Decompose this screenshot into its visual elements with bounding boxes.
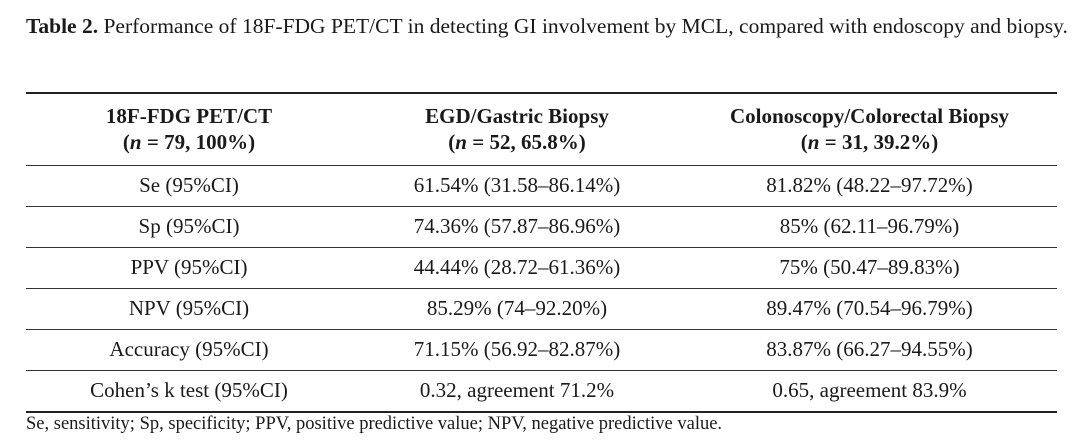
table-row-se: Se (95%CI) 61.54% (31.58–86.14%) 81.82% … [26,165,1057,207]
header-subtitle: (n = 52, 65.8%) [448,130,586,155]
table-cell: 75% (50.47–89.83%) [682,247,1057,289]
header-subtitle: (n = 31, 39.2%) [800,130,939,155]
header-title: 18F-FDG PET/CT [105,104,273,129]
table-row-accuracy: Accuracy (95%CI) 71.15% (56.92–82.87%) 8… [26,329,1057,371]
table-body: Se (95%CI) 61.54% (31.58–86.14%) 81.82% … [26,165,1057,413]
table-cell: 89.47% (70.54–96.79%) [682,288,1057,330]
table-cell: Accuracy (95%CI) [26,329,352,371]
table-caption-label: Table 2. [26,14,99,38]
table-cell: PPV (95%CI) [26,247,352,289]
table-row-npv: NPV (95%CI) 85.29% (74–92.20%) 89.47% (7… [26,288,1057,330]
table-header: 18F-FDG PET/CT (n = 79, 100%) EGD/Gastri… [26,93,1057,166]
table-cell: 71.15% (56.92–82.87%) [352,329,682,371]
table-cell: 0.32, agreement 71.2% [352,370,682,413]
table-cell: Sp (95%CI) [26,206,352,248]
table-caption: Table 2. Performance of 18F-FDG PET/CT i… [26,10,1071,43]
header-title: EGD/Gastric Biopsy [425,104,609,129]
table-caption-text: Performance of 18F-FDG PET/CT in detecti… [98,14,1068,38]
table-cell: 74.36% (57.87–86.96%) [352,206,682,248]
table-footnote: Se, sensitivity; Sp, specificity; PPV, p… [26,414,723,434]
table-cell: Cohen’s k test (95%CI) [26,370,352,413]
performance-table: 18F-FDG PET/CT (n = 79, 100%) EGD/Gastri… [26,92,1057,413]
table-cell: 85.29% (74–92.20%) [352,288,682,330]
header-title: Colonoscopy/Colorectal Biopsy [729,104,1010,129]
table-row-sp: Sp (95%CI) 74.36% (57.87–86.96%) 85% (62… [26,206,1057,248]
table-cell: 81.82% (48.22–97.72%) [682,165,1057,207]
table-row-cohens-k: Cohen’s k test (95%CI) 0.32, agreement 7… [26,370,1057,413]
table-row-ppv: PPV (95%CI) 44.44% (28.72–61.36%) 75% (5… [26,247,1057,289]
header-egd-gastric-biopsy: EGD/Gastric Biopsy (n = 52, 65.8%) [352,93,682,166]
table-cell: NPV (95%CI) [26,288,352,330]
header-pet-ct: 18F-FDG PET/CT (n = 79, 100%) [26,93,352,166]
table-cell: Se (95%CI) [26,165,352,207]
header-subtitle: (n = 79, 100%) [122,130,256,155]
header-colonoscopy-biopsy: Colonoscopy/Colorectal Biopsy (n = 31, 3… [682,93,1057,166]
table-cell: 83.87% (66.27–94.55%) [682,329,1057,371]
table-cell: 61.54% (31.58–86.14%) [352,165,682,207]
table-cell: 85% (62.11–96.79%) [682,206,1057,248]
header-row: 18F-FDG PET/CT (n = 79, 100%) EGD/Gastri… [26,93,1057,166]
table-cell: 0.65, agreement 83.9% [682,370,1057,413]
table-cell: 44.44% (28.72–61.36%) [352,247,682,289]
